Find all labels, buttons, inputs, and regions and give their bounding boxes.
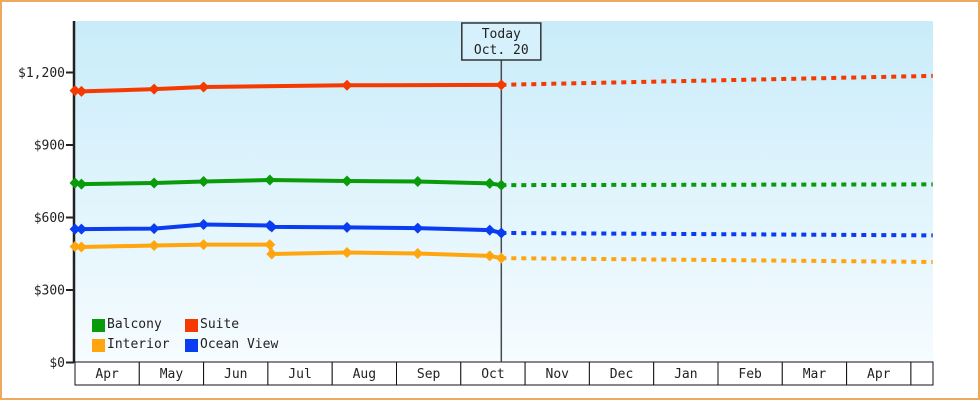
data-point-interior	[75, 241, 87, 253]
today-label-line2: Oct. 20	[474, 43, 529, 58]
chart-legend: Balcony Suite Interior Ocean View	[92, 315, 278, 355]
data-point-ocean-view	[148, 223, 160, 235]
forecast-line-balcony	[501, 182, 933, 188]
data-point-balcony	[341, 175, 353, 187]
legend-swatch-suite	[185, 318, 198, 332]
data-point-suite	[75, 85, 87, 97]
data-point-interior	[341, 247, 353, 259]
data-point-ocean-view	[198, 219, 210, 231]
data-point-interior	[69, 241, 81, 252]
month-cell-label: Apr	[95, 367, 119, 382]
y-axis-tick-label: $0	[49, 356, 65, 371]
data-point-ocean-view	[484, 224, 496, 236]
legend-swatch-balcony	[92, 318, 105, 332]
month-cell-label: Nov	[546, 367, 570, 382]
data-point-suite	[495, 79, 507, 91]
data-point-ocean-view	[412, 222, 424, 234]
legend-swatch-ocean-view	[185, 338, 198, 352]
plot-area	[75, 21, 933, 362]
month-cell-label: Mar	[803, 367, 827, 382]
data-point-interior	[148, 240, 160, 252]
month-cell-label: May	[160, 367, 184, 382]
legend-label-balcony: Balcony	[107, 317, 162, 332]
data-point-balcony	[198, 175, 210, 187]
today-label-box	[461, 22, 542, 61]
month-cell-label: Apr	[867, 367, 891, 382]
data-point-balcony	[484, 177, 496, 189]
data-point-balcony	[412, 175, 424, 187]
data-point-balcony	[75, 178, 87, 190]
forecast-line-suite	[501, 73, 933, 87]
month-cell-label: Feb	[738, 367, 762, 382]
forecast-line-interior	[501, 256, 933, 264]
y-axis-tick-label: $300	[34, 284, 65, 299]
data-point-interior	[484, 250, 496, 262]
month-cell-partial	[910, 361, 934, 386]
data-point-interior	[412, 248, 424, 260]
y-axis-tick-label: $600	[34, 211, 65, 226]
data-point-ocean-view	[266, 221, 278, 233]
data-point-balcony	[264, 174, 276, 186]
data-point-suite	[148, 83, 160, 95]
data-point-ocean-view	[495, 227, 507, 239]
month-cell-label: Jan	[674, 367, 697, 382]
legend-label-ocean-view: Ocean View	[200, 337, 279, 352]
forecast-line-ocean-view	[501, 230, 933, 238]
data-point-balcony	[148, 177, 160, 189]
data-point-ocean-view	[341, 221, 353, 233]
data-point-suite	[341, 79, 353, 91]
legend-swatch-interior	[92, 338, 105, 352]
series-line-interior	[73, 242, 504, 261]
data-point-ocean-view	[69, 223, 81, 235]
data-point-balcony	[495, 179, 507, 191]
month-cell-label: Oct	[481, 367, 504, 382]
today-label-line1: Today	[482, 27, 521, 42]
y-axis-tick-label: $900	[34, 139, 65, 154]
legend-label-suite: Suite	[200, 317, 240, 332]
month-cell-label: Jul	[288, 367, 311, 382]
month-cell-label: Sep	[417, 367, 441, 382]
y-axis-tick-label: $1,200	[18, 66, 65, 81]
data-point-suite	[198, 81, 210, 93]
month-cell-label: Dec	[610, 367, 633, 382]
month-cell-label: Aug	[353, 367, 376, 382]
legend-label-interior: Interior	[107, 337, 170, 352]
data-point-suite	[69, 85, 81, 97]
data-point-interior	[264, 239, 276, 251]
data-point-interior	[266, 248, 278, 260]
legend-item-suite: Suite	[185, 315, 278, 335]
legend-item-interior: Interior	[92, 335, 185, 355]
month-cell-label: Jun	[224, 367, 247, 382]
data-point-ocean-view	[75, 223, 87, 235]
data-point-interior	[495, 252, 507, 264]
legend-item-balcony: Balcony	[92, 315, 185, 335]
legend-item-ocean-view: Ocean View	[185, 335, 278, 355]
data-point-interior	[198, 239, 210, 251]
